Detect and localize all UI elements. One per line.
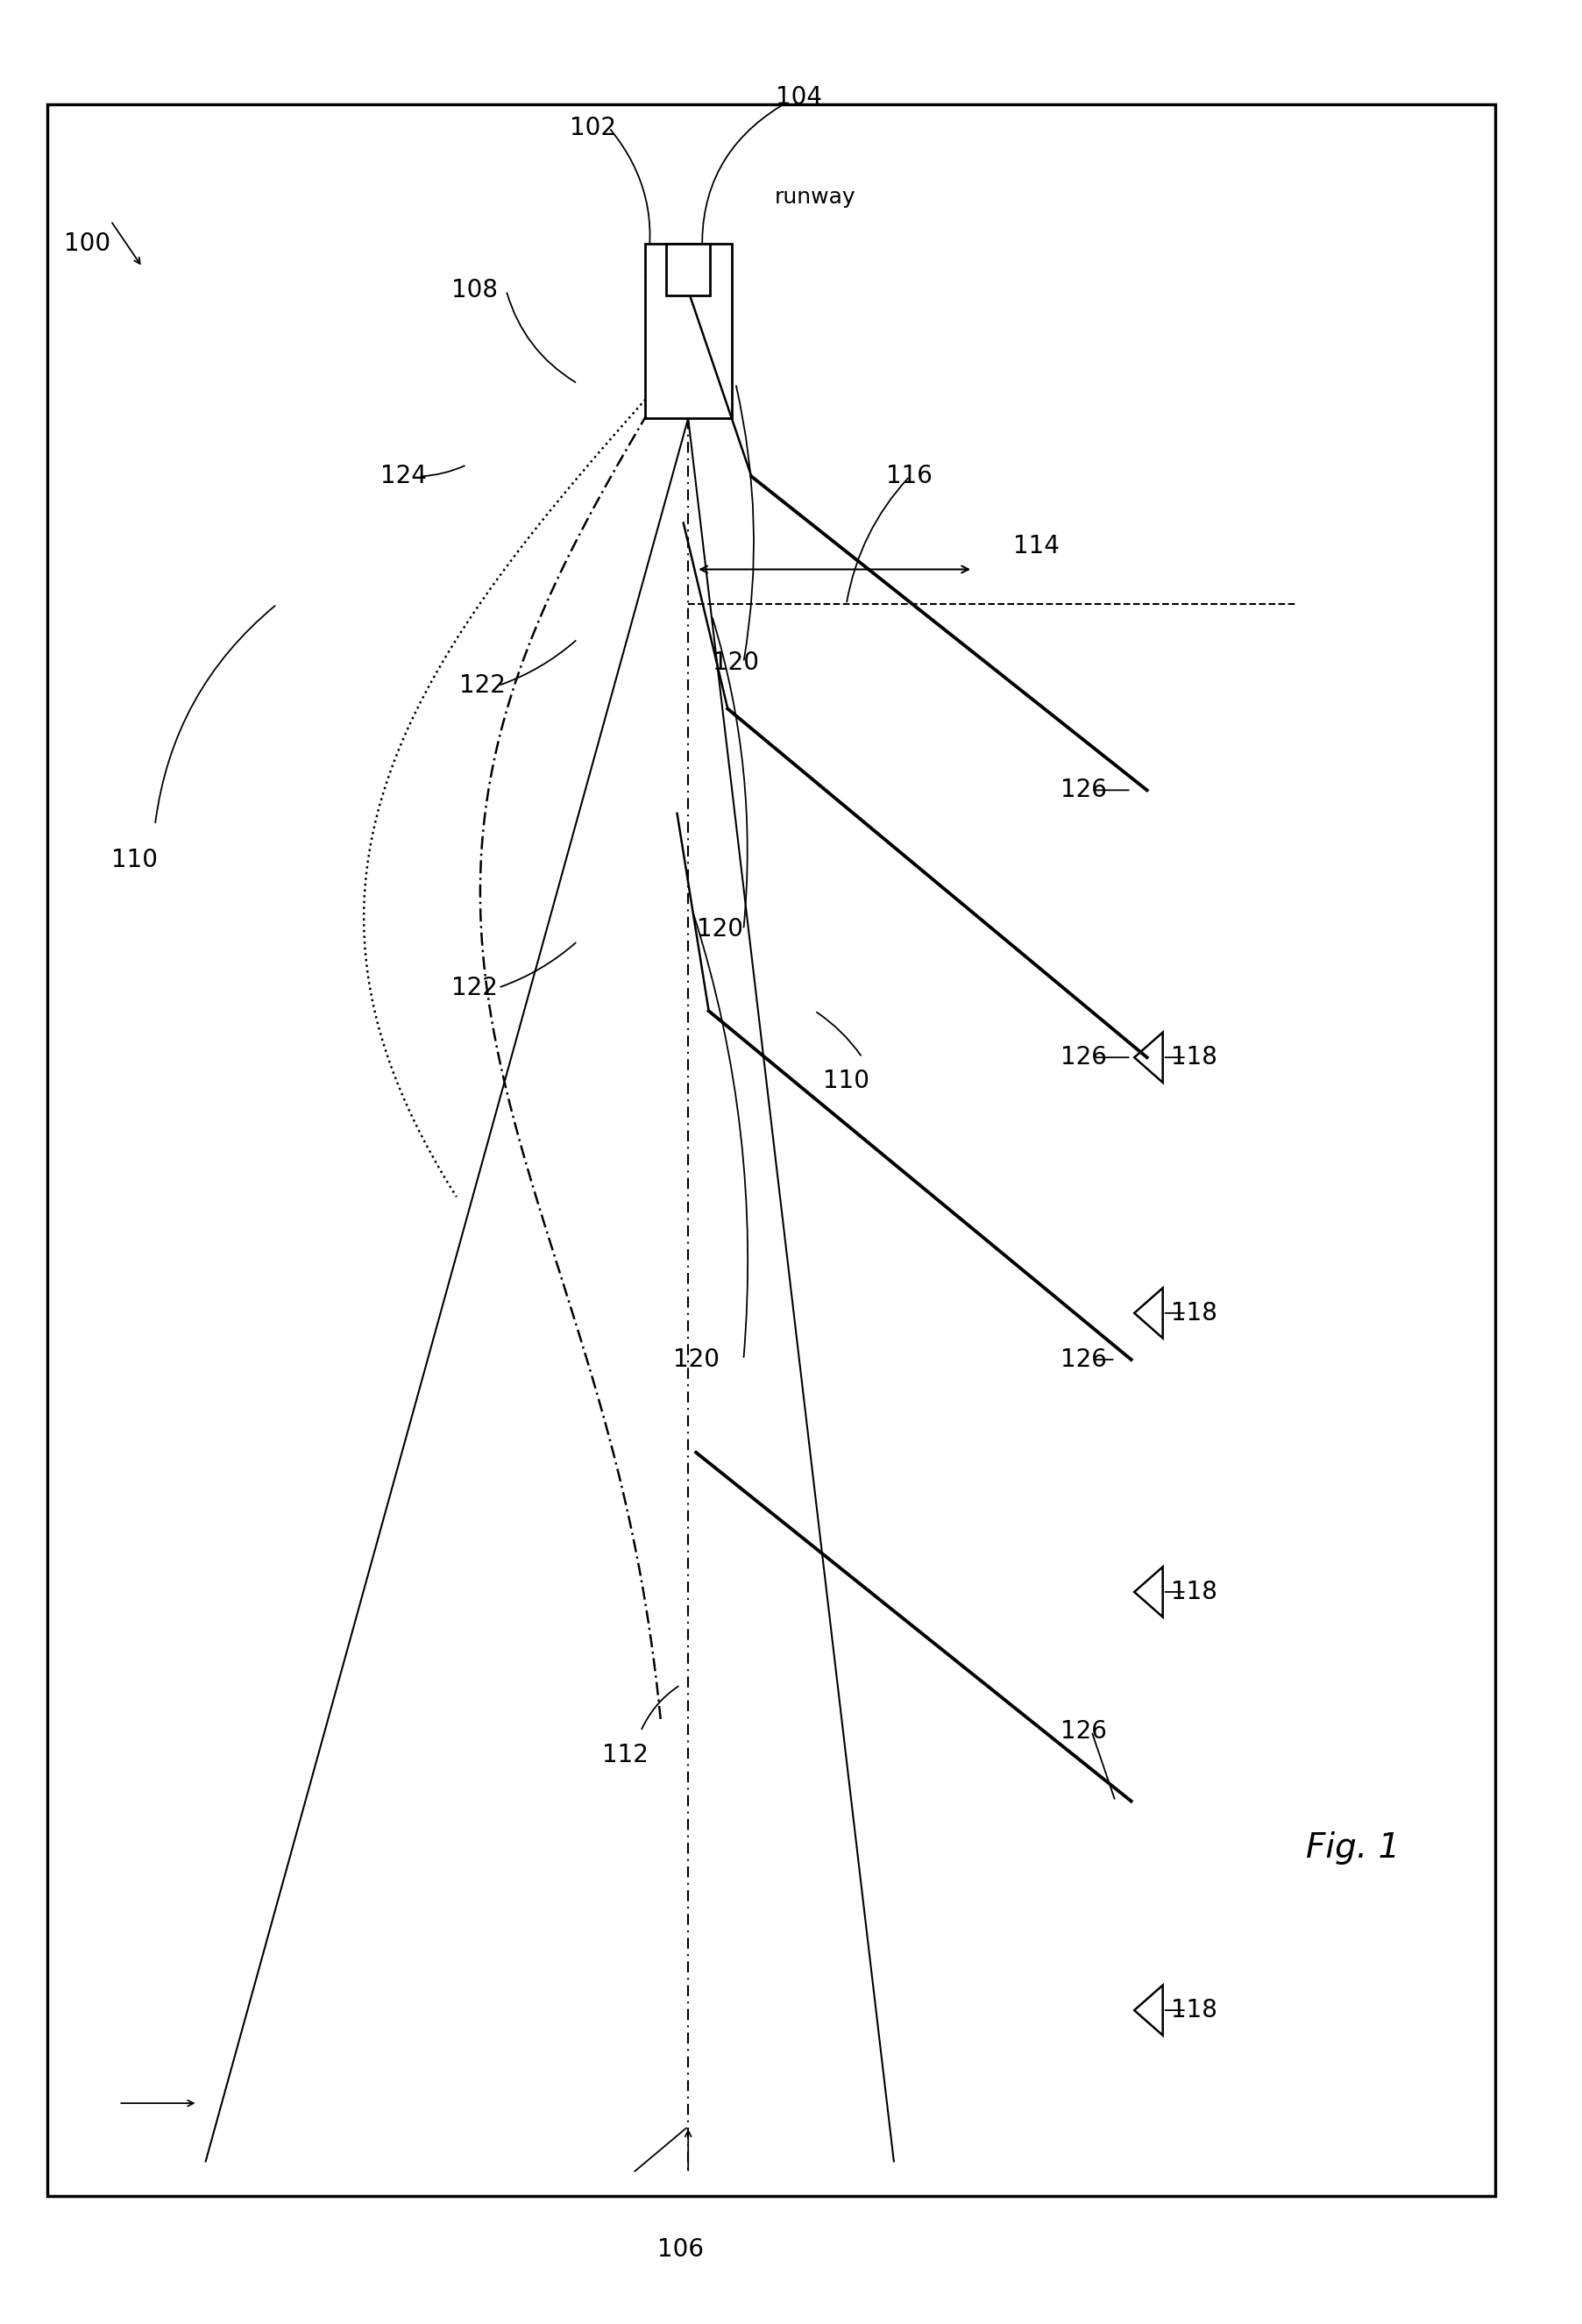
Bar: [666, 244, 710, 295]
Text: 114: 114: [1012, 535, 1060, 558]
Text: 100: 100: [63, 232, 111, 256]
Text: 110: 110: [111, 848, 158, 872]
Text: 122: 122: [451, 976, 498, 999]
Text: 118: 118: [1171, 1580, 1218, 1604]
Text: 126: 126: [1060, 779, 1107, 802]
Text: 106: 106: [657, 2238, 704, 2261]
Text: 118: 118: [1171, 1046, 1218, 1069]
Text: runway: runway: [774, 186, 856, 209]
Text: 126: 126: [1060, 1348, 1107, 1371]
Text: 108: 108: [451, 279, 498, 302]
Text: 120: 120: [672, 1348, 720, 1371]
Text: 102: 102: [570, 116, 617, 139]
Text: 104: 104: [775, 86, 823, 109]
Text: 122: 122: [459, 674, 506, 697]
Text: 124: 124: [380, 465, 427, 488]
Text: 110: 110: [823, 1069, 870, 1092]
Text: 120: 120: [712, 651, 759, 674]
Text: 112: 112: [601, 1743, 649, 1766]
Text: 116: 116: [886, 465, 933, 488]
Text: 126: 126: [1060, 1046, 1107, 1069]
Text: 120: 120: [696, 918, 744, 941]
Text: 118: 118: [1171, 1999, 1218, 2022]
Text: 126: 126: [1060, 1720, 1107, 1743]
Bar: [645, 244, 731, 418]
Text: Fig. 1: Fig. 1: [1305, 1831, 1400, 1864]
Text: 118: 118: [1171, 1301, 1218, 1325]
